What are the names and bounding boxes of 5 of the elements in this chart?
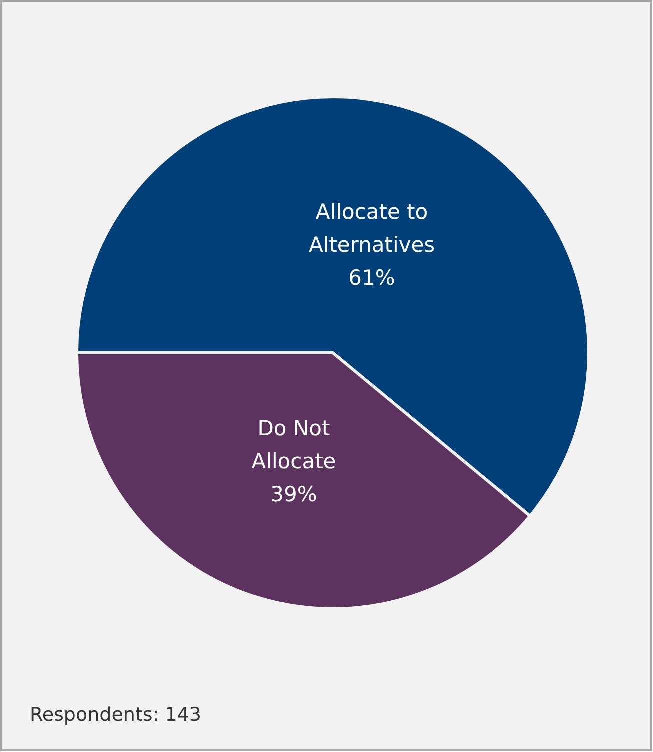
slice-label: Do Not Allocate bbox=[252, 416, 336, 474]
text: Respondents: 143 bbox=[30, 704, 202, 726]
data-label: 61% bbox=[348, 266, 396, 290]
slice-label: Allocate to Alternatives bbox=[308, 200, 436, 257]
data-label: 39% bbox=[270, 482, 318, 507]
